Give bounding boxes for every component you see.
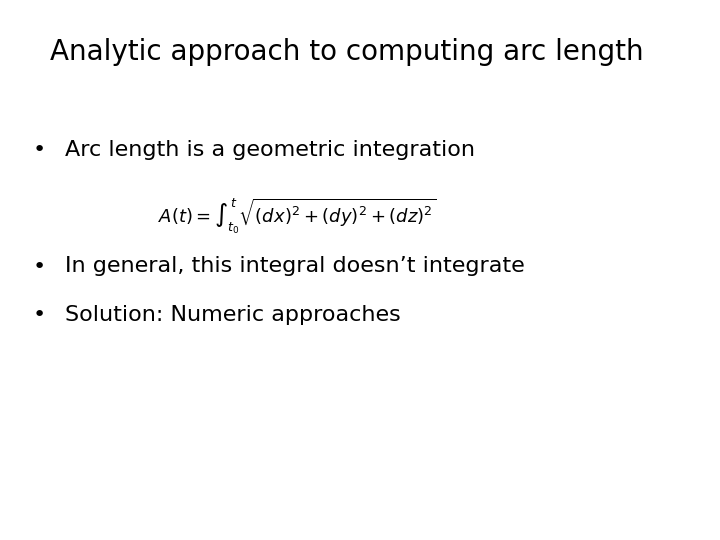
Text: •: • xyxy=(33,256,46,276)
Text: Solution: Numeric approaches: Solution: Numeric approaches xyxy=(65,305,400,325)
Text: •: • xyxy=(33,140,46,160)
Text: Arc length is a geometric integration: Arc length is a geometric integration xyxy=(65,140,474,160)
Text: $A(t) = \int_{t_0}^{t} \sqrt{(dx)^2 + (dy)^2 + (dz)^2}$: $A(t) = \int_{t_0}^{t} \sqrt{(dx)^2 + (d… xyxy=(158,197,437,237)
Text: In general, this integral doesn’t integrate: In general, this integral doesn’t integr… xyxy=(65,256,525,276)
Text: •: • xyxy=(33,305,46,325)
Text: Analytic approach to computing arc length: Analytic approach to computing arc lengt… xyxy=(50,38,644,66)
